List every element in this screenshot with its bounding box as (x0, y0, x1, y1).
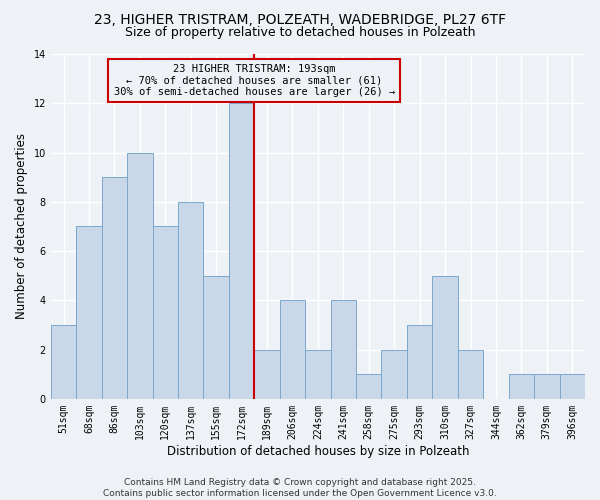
Bar (534, 374, 560, 399)
Bar (152, 226, 178, 399)
Bar (458, 350, 483, 399)
Text: 23 HIGHER TRISTRAM: 193sqm
← 70% of detached houses are smaller (61)
30% of semi: 23 HIGHER TRISTRAM: 193sqm ← 70% of deta… (113, 64, 395, 97)
Bar (203, 276, 229, 399)
Text: 23, HIGHER TRISTRAM, POLZEATH, WADEBRIDGE, PL27 6TF: 23, HIGHER TRISTRAM, POLZEATH, WADEBRIDG… (94, 12, 506, 26)
Bar (433, 276, 458, 399)
Bar (280, 300, 305, 399)
Bar (76, 226, 101, 399)
Bar (509, 374, 534, 399)
Text: Size of property relative to detached houses in Polzeath: Size of property relative to detached ho… (125, 26, 475, 39)
Bar (407, 325, 433, 399)
Bar (127, 152, 152, 399)
Bar (254, 350, 280, 399)
Bar (382, 350, 407, 399)
Bar (178, 202, 203, 399)
Bar (331, 300, 356, 399)
Bar (51, 325, 76, 399)
Bar (305, 350, 331, 399)
X-axis label: Distribution of detached houses by size in Polzeath: Distribution of detached houses by size … (167, 444, 469, 458)
Y-axis label: Number of detached properties: Number of detached properties (15, 134, 28, 320)
Bar (101, 177, 127, 399)
Bar (560, 374, 585, 399)
Bar (356, 374, 382, 399)
Text: Contains HM Land Registry data © Crown copyright and database right 2025.
Contai: Contains HM Land Registry data © Crown c… (103, 478, 497, 498)
Bar (229, 104, 254, 399)
